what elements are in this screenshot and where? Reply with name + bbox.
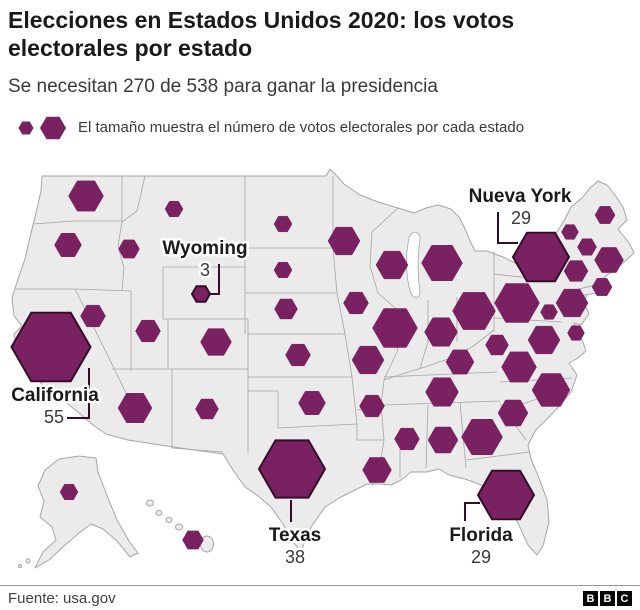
hex-mt — [164, 200, 184, 218]
hex-wi — [375, 250, 409, 280]
annotation-label-ca: California — [11, 385, 99, 406]
hex-ok — [298, 391, 326, 415]
annotation-value-wy: 3 — [200, 260, 210, 280]
hex-tx — [257, 439, 327, 499]
hex-dc — [567, 325, 585, 341]
size-legend: El tamaño muestra el número de votos ele… — [8, 113, 628, 143]
legend-hexagons — [18, 116, 66, 140]
bbc-logo-block: B — [583, 591, 598, 606]
hex-in — [424, 317, 458, 347]
hex-co — [200, 328, 232, 356]
annotation-value-fl: 29 — [471, 547, 491, 567]
hex-va — [501, 351, 537, 383]
hex-nm — [195, 398, 219, 420]
hex-la — [362, 457, 392, 483]
annotation-label-ny: Nueva York — [469, 186, 572, 207]
hex-nc — [531, 373, 571, 407]
footer-divider — [0, 585, 640, 586]
hex-sd — [273, 261, 293, 279]
footer: Fuente: usa.gov B B C — [8, 590, 632, 607]
hex-nj — [555, 288, 589, 318]
hex-mn — [327, 226, 361, 256]
hex-ca — [10, 311, 92, 383]
hex-md — [527, 325, 561, 355]
hex-ma — [594, 247, 624, 273]
subtitle: Se necesitan 270 de 538 para ganar la pr… — [8, 76, 438, 98]
hex-az — [117, 393, 153, 423]
header: Elecciones en Estados Unidos 2020: los v… — [8, 6, 628, 143]
aleutian-island — [25, 558, 31, 564]
annotation-value-ca: 55 — [44, 407, 64, 427]
hex-hi — [182, 530, 204, 550]
hex-ia — [343, 291, 369, 315]
legend-text: El tamaño muestra el número de votos ele… — [78, 119, 525, 137]
hex-ar — [359, 394, 385, 418]
hex-nh — [577, 238, 597, 256]
hex-ut — [135, 319, 161, 343]
hex-al — [427, 426, 459, 454]
hex-nd — [273, 215, 293, 233]
alaska-outline — [34, 455, 139, 569]
hex-ri — [591, 278, 613, 296]
annotation-connector-ny — [497, 212, 518, 244]
annotation-value-tx: 38 — [285, 547, 305, 567]
page-title: Elecciones en Estados Unidos 2020: los v… — [8, 7, 515, 62]
hex-de — [540, 304, 558, 320]
hex-fl — [476, 469, 536, 521]
hex-ms — [394, 427, 420, 451]
hex-wv — [485, 334, 509, 356]
hex-me — [594, 206, 616, 224]
hex-wa — [68, 180, 104, 212]
hex-ne — [274, 298, 298, 320]
hex-mo — [351, 345, 385, 375]
annotation-label-fl: Florida — [449, 525, 513, 546]
source-text: Fuente: usa.gov — [8, 590, 116, 607]
hex-oh — [452, 292, 496, 330]
lake-michigan — [406, 231, 421, 298]
legend-hexagon-small — [18, 121, 34, 135]
hex-nv — [80, 304, 106, 328]
annotation-connector-ca — [67, 368, 90, 419]
hawaii-outline — [146, 499, 214, 553]
annotation-connector-wy — [209, 264, 220, 295]
annotation-label-wy: Wyoming — [162, 238, 247, 259]
hex-ct — [563, 260, 589, 282]
aleutian-island — [18, 564, 22, 568]
hex-ks — [285, 343, 311, 367]
hex-or — [54, 233, 82, 257]
hex-sc — [497, 399, 529, 427]
hex-pa — [494, 283, 540, 323]
bbc-logo-block: C — [617, 591, 632, 606]
hex-vt — [561, 224, 579, 240]
hex-wy — [190, 285, 212, 303]
hex-id — [118, 239, 140, 259]
hex-mi — [421, 244, 463, 282]
hex-ga — [461, 418, 503, 456]
legend-hexagon-large — [40, 116, 66, 140]
bbc-logo-block: B — [600, 591, 615, 606]
annotation-label-tx: Texas — [269, 525, 321, 546]
hex-ny — [511, 231, 571, 283]
hex-ky — [445, 349, 475, 375]
annotation-layer: Nueva York29Wyoming3California55Texas38F… — [9, 184, 575, 570]
annotation-connector-fl — [464, 502, 480, 521]
bbc-logo: B B C — [583, 591, 632, 606]
hex-ak — [59, 483, 79, 501]
annotation-value-ny: 29 — [511, 208, 531, 228]
hex-il — [372, 308, 418, 348]
hex-tn — [425, 377, 459, 407]
hexagon-layer — [10, 180, 624, 550]
